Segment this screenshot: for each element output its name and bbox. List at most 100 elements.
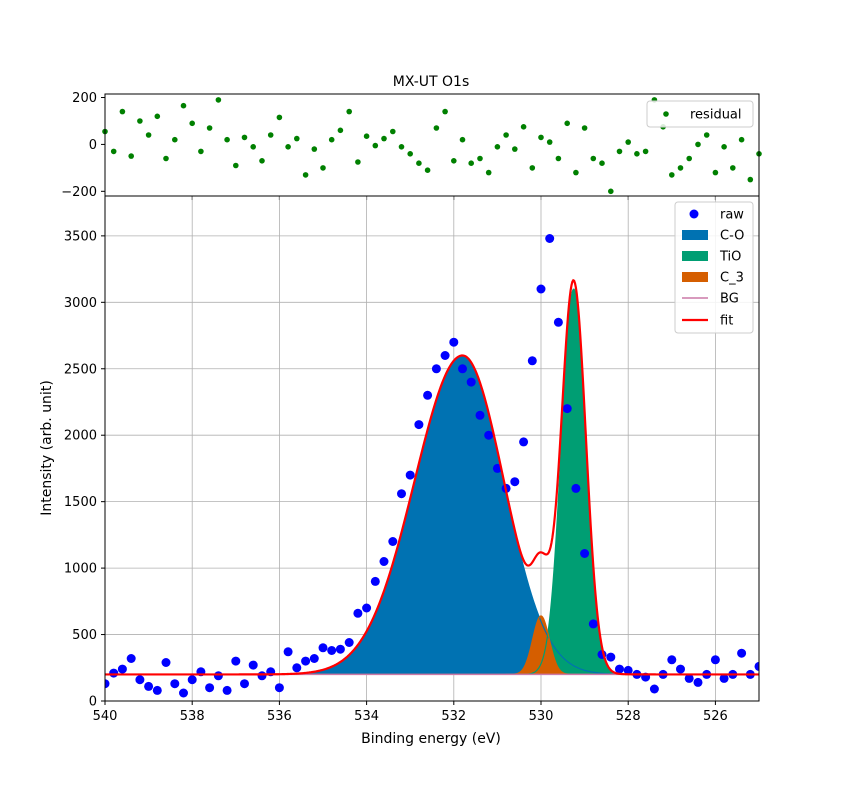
residual-legend-marker	[663, 111, 669, 117]
residual-point	[599, 160, 605, 166]
raw-point	[553, 317, 563, 327]
raw-point	[152, 685, 162, 695]
raw-point	[370, 576, 380, 586]
residual-point	[137, 118, 143, 124]
residual-y-tick-label: 0	[89, 138, 97, 153]
raw-point	[161, 658, 171, 667]
raw-point	[301, 656, 311, 666]
raw-point	[292, 663, 302, 673]
raw-point	[466, 377, 476, 387]
residual-point	[669, 172, 675, 178]
raw-point	[405, 470, 415, 480]
residual-point	[442, 108, 448, 115]
residual-point	[581, 125, 588, 131]
raw-point	[719, 673, 729, 683]
residual-point	[747, 176, 754, 183]
residual-point	[451, 158, 457, 164]
legend-label-fit: fit	[720, 314, 733, 329]
x-tick-label: 532	[441, 709, 466, 724]
main-panel: 540 538 536 534 532 530 528 526 0 500 1000 1500 2000…	[64, 195, 760, 724]
raw-point	[615, 664, 624, 674]
raw-point	[414, 420, 424, 430]
residual-point	[311, 146, 318, 152]
raw-point	[545, 234, 555, 243]
residual-point	[128, 153, 134, 159]
residual-point	[520, 124, 527, 130]
raw-point	[475, 410, 485, 420]
residual-point	[642, 148, 649, 155]
residual-legend-label: residual	[690, 108, 742, 123]
residual-point	[416, 160, 422, 166]
residual-point	[363, 133, 370, 139]
raw-point	[344, 638, 354, 647]
chart-title: MX-UT O1s	[393, 74, 470, 90]
x-axis-label: Binding energy (eV)	[361, 731, 501, 747]
residual-point	[407, 151, 414, 157]
legend-swatch-tio	[682, 251, 708, 261]
residual-point	[390, 128, 396, 135]
residual-point	[616, 148, 623, 155]
residual-point	[677, 165, 684, 171]
residual-point	[555, 155, 562, 162]
y-tick-label: 0	[89, 695, 97, 710]
residual-point	[110, 148, 117, 155]
raw-point	[170, 679, 180, 689]
raw-point	[649, 684, 659, 694]
residual-point	[738, 136, 745, 143]
residual-point	[730, 165, 736, 171]
raw-point	[135, 675, 145, 685]
raw-point	[676, 664, 685, 674]
residual-point	[233, 162, 239, 169]
residual-point	[250, 144, 256, 150]
raw-point	[588, 619, 598, 629]
residual-point	[494, 144, 501, 150]
raw-point	[309, 654, 319, 663]
residual-point	[485, 169, 492, 176]
raw-point	[754, 661, 759, 671]
legend-label-c-o: C-O	[720, 229, 744, 244]
residual-point	[198, 148, 204, 155]
residual-point	[721, 144, 727, 150]
residual-point	[503, 132, 509, 138]
residual-point	[285, 144, 291, 150]
raw-point	[318, 643, 328, 653]
y-tick-label: 500	[72, 628, 97, 643]
residual-point	[163, 155, 169, 162]
raw-point	[519, 437, 529, 447]
residual-point	[119, 108, 126, 115]
residual-point	[538, 134, 544, 141]
raw-point	[144, 681, 154, 691]
residual-point	[302, 172, 309, 178]
legend-swatch-c-o	[682, 230, 708, 240]
raw-point	[710, 655, 720, 665]
residual-point	[424, 167, 431, 173]
raw-point	[449, 337, 459, 347]
residual-y-tick-label: −200	[61, 185, 97, 200]
raw-point	[240, 679, 249, 689]
legend-label-c-3: C_3	[720, 271, 744, 286]
residual-point	[512, 146, 518, 152]
residual-point	[346, 108, 353, 115]
x-tick-label: 536	[267, 709, 292, 724]
main-legend: raw C-O TiO C_3 BG fit	[674, 201, 754, 334]
raw-point	[362, 603, 372, 613]
raw-point	[510, 477, 520, 487]
residual-legend-box	[646, 100, 754, 128]
raw-point	[379, 557, 389, 566]
raw-point	[623, 665, 633, 675]
legend-label-tio: TiO	[719, 250, 741, 265]
raw-point	[248, 660, 258, 670]
residual-point	[625, 139, 631, 145]
raw-point	[205, 683, 215, 693]
residual-point	[468, 160, 475, 166]
main-frame	[104, 195, 760, 702]
raw-point	[388, 537, 398, 546]
residual-point	[686, 155, 692, 162]
residual-point	[154, 113, 161, 120]
residual-point	[372, 142, 379, 149]
residual-point	[459, 136, 466, 143]
raw-point	[109, 668, 119, 678]
residual-point	[189, 120, 195, 127]
